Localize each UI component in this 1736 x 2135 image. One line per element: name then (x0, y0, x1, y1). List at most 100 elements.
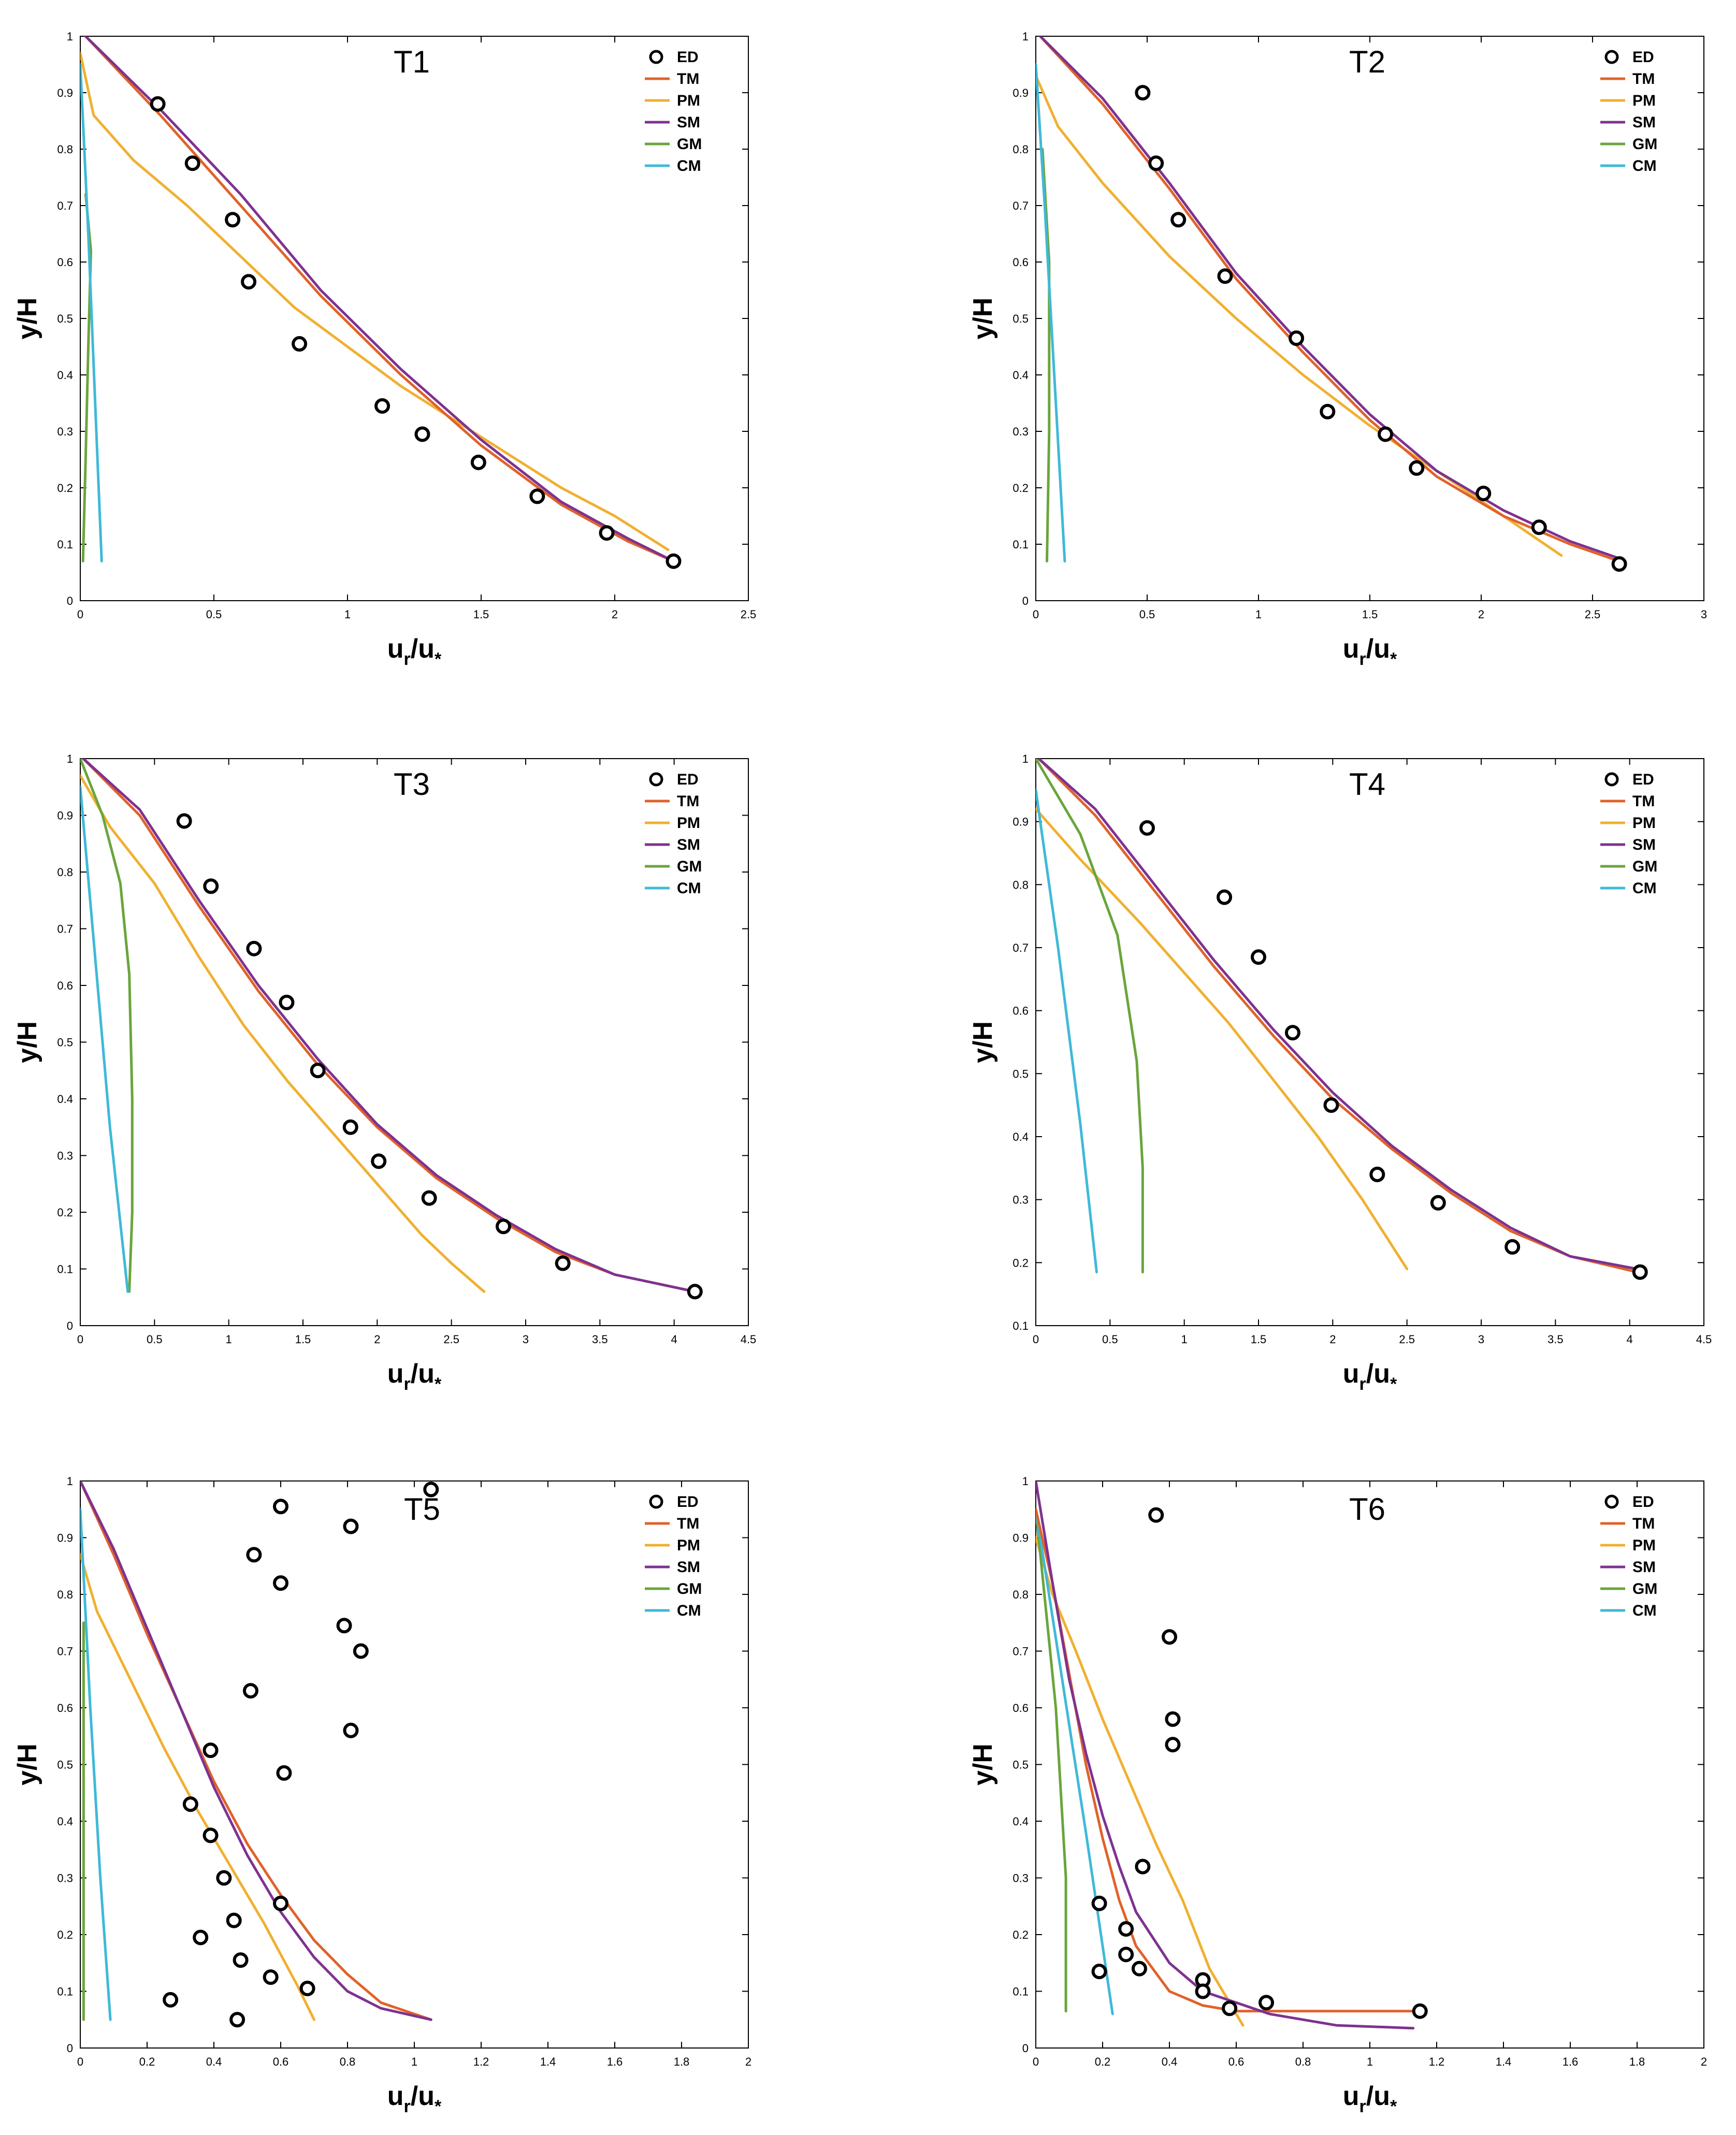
y-axis-label: y/H (968, 298, 998, 340)
y-tick-label: 0.3 (1012, 1194, 1029, 1207)
series-line-sm (80, 1481, 432, 2021)
y-tick-label: 0.1 (57, 538, 73, 551)
legend-label-pm: PM (1632, 92, 1656, 109)
plot-area (1036, 759, 1639, 1274)
ed-data-point (1131, 1960, 1147, 1977)
y-tick-label: 0.8 (1012, 1588, 1029, 1601)
ed-data-point (599, 525, 615, 541)
series-line-pm (1036, 1536, 1245, 2027)
legend-label-sm: SM (1632, 114, 1656, 131)
x-tick-label: 1.6 (1563, 2055, 1579, 2068)
x-tick-label: 1 (1255, 608, 1262, 621)
ed-data-point (1217, 268, 1233, 284)
ed-data-point (1118, 1947, 1134, 1963)
plot-area (1036, 36, 1621, 563)
ed-data-point (343, 1722, 359, 1738)
legend-label-cm: CM (677, 880, 701, 897)
y-tick-label: 0.7 (1012, 941, 1029, 954)
ed-data-point (1412, 2003, 1428, 2019)
x-tick-label: 4 (671, 1333, 677, 1346)
x-tick-label: 1.6 (607, 2055, 623, 2068)
chart-panel-t4: 0 0.5 1 1.5 2 2.5 3 3.5 4 4.5 0.1 0.2 0.3 0.4 0.5 0.6 0.… (968, 752, 1712, 1394)
ed-data-point (421, 1190, 437, 1206)
x-tick-label: 2.5 (1585, 608, 1601, 621)
ed-data-point (193, 1929, 209, 1945)
plot-frame (1035, 758, 1704, 1326)
ed-data-point (371, 1153, 387, 1169)
ed-data-point (1091, 1964, 1107, 1980)
y-tick-label: 0.8 (57, 1588, 73, 1601)
x-tick-label: 0.5 (206, 608, 222, 621)
y-tick-label: 0.2 (57, 482, 73, 495)
series-line-cm (80, 63, 103, 563)
ed-data-point (343, 1518, 359, 1534)
ed-data-point (1222, 2000, 1238, 2016)
x-tick-label: 0.6 (1228, 2055, 1245, 2068)
y-tick-label: 0.1 (1012, 1985, 1029, 1998)
y-tick-label: 0.3 (57, 1150, 73, 1163)
x-tick-label: 2 (1478, 608, 1484, 621)
series-line-pm (80, 774, 486, 1293)
legend-marker-ed (649, 1494, 663, 1509)
ed-data-point (1323, 1097, 1339, 1113)
series-line-cm (1036, 63, 1066, 563)
x-axis-label: ur/u* (387, 1359, 442, 1394)
x-tick-label: 0.8 (340, 2055, 356, 2068)
y-tick-label: 0.9 (57, 809, 73, 822)
ed-data-point (1369, 1167, 1385, 1182)
x-tick-label: 0 (77, 608, 83, 621)
ed-data-point (1091, 1895, 1107, 1911)
series-line-tm (1036, 1508, 1422, 2013)
ed-data-point (1475, 485, 1492, 501)
legend: ED TM PM SM GM CM (1600, 771, 1657, 897)
ed-data-point (374, 398, 390, 414)
legend-label-tm: TM (677, 793, 699, 810)
y-tick-label: 0.4 (1012, 1130, 1029, 1143)
series-line-gm (1036, 1508, 1067, 2013)
series-line-cm (80, 1508, 112, 2021)
x-tick-label: 0.8 (1295, 2055, 1311, 2068)
y-tick-label: 0.6 (1012, 256, 1029, 269)
y-tick-label: 0.8 (1012, 878, 1029, 891)
ed-data-point (299, 1981, 315, 1997)
x-tick-label: 1 (344, 608, 351, 621)
ed-data-point (276, 1765, 292, 1781)
x-tick-label: 1.5 (473, 608, 489, 621)
y-tick-label: 1 (1022, 30, 1029, 43)
panel-title: T3 (394, 767, 430, 802)
y-tick-label: 0.7 (1012, 199, 1029, 212)
y-tick-label: 0 (67, 1319, 73, 1332)
ed-data-point (263, 1969, 279, 1985)
series-line-sm (1036, 1481, 1415, 2030)
y-tick-label: 0 (67, 594, 73, 607)
x-tick-label: 4.5 (1696, 1333, 1712, 1346)
legend-label-pm: PM (677, 815, 700, 832)
y-tick-label: 0.9 (57, 1532, 73, 1545)
y-tick-label: 0.1 (57, 1263, 73, 1276)
legend-marker-ed (1604, 1494, 1619, 1509)
legend-label-pm: PM (677, 1537, 700, 1554)
y-tick-label: 0.2 (1012, 1928, 1029, 1941)
x-tick-label: 1 (1181, 1333, 1188, 1346)
ed-data-point (1195, 1983, 1211, 1999)
y-tick-label: 0.9 (1012, 86, 1029, 99)
legend-label-tm: TM (1632, 1515, 1655, 1532)
x-tick-label: 0 (77, 1333, 83, 1346)
plot-area (80, 1481, 432, 2021)
legend-label-gm: GM (677, 1580, 702, 1597)
y-tick-label: 0 (1022, 2042, 1029, 2055)
ed-data-point (1170, 212, 1187, 228)
x-tick-label: 0 (1033, 1333, 1039, 1346)
y-axis-label: y/H (12, 298, 42, 340)
x-tick-label: 0 (1033, 608, 1039, 621)
legend: ED TM PM SM GM CM (645, 771, 702, 897)
ed-data-point (555, 1255, 571, 1271)
x-axis-label: ur/u* (1343, 1359, 1397, 1394)
x-tick-label: 1 (411, 2055, 417, 2068)
ed-data-point (1284, 1025, 1300, 1041)
y-tick-label: 0.6 (57, 979, 73, 992)
ed-data-point (225, 212, 241, 228)
y-tick-label: 0.8 (57, 866, 73, 879)
x-tick-label: 0.5 (1102, 1333, 1118, 1346)
y-tick-label: 0.4 (1012, 1815, 1029, 1828)
